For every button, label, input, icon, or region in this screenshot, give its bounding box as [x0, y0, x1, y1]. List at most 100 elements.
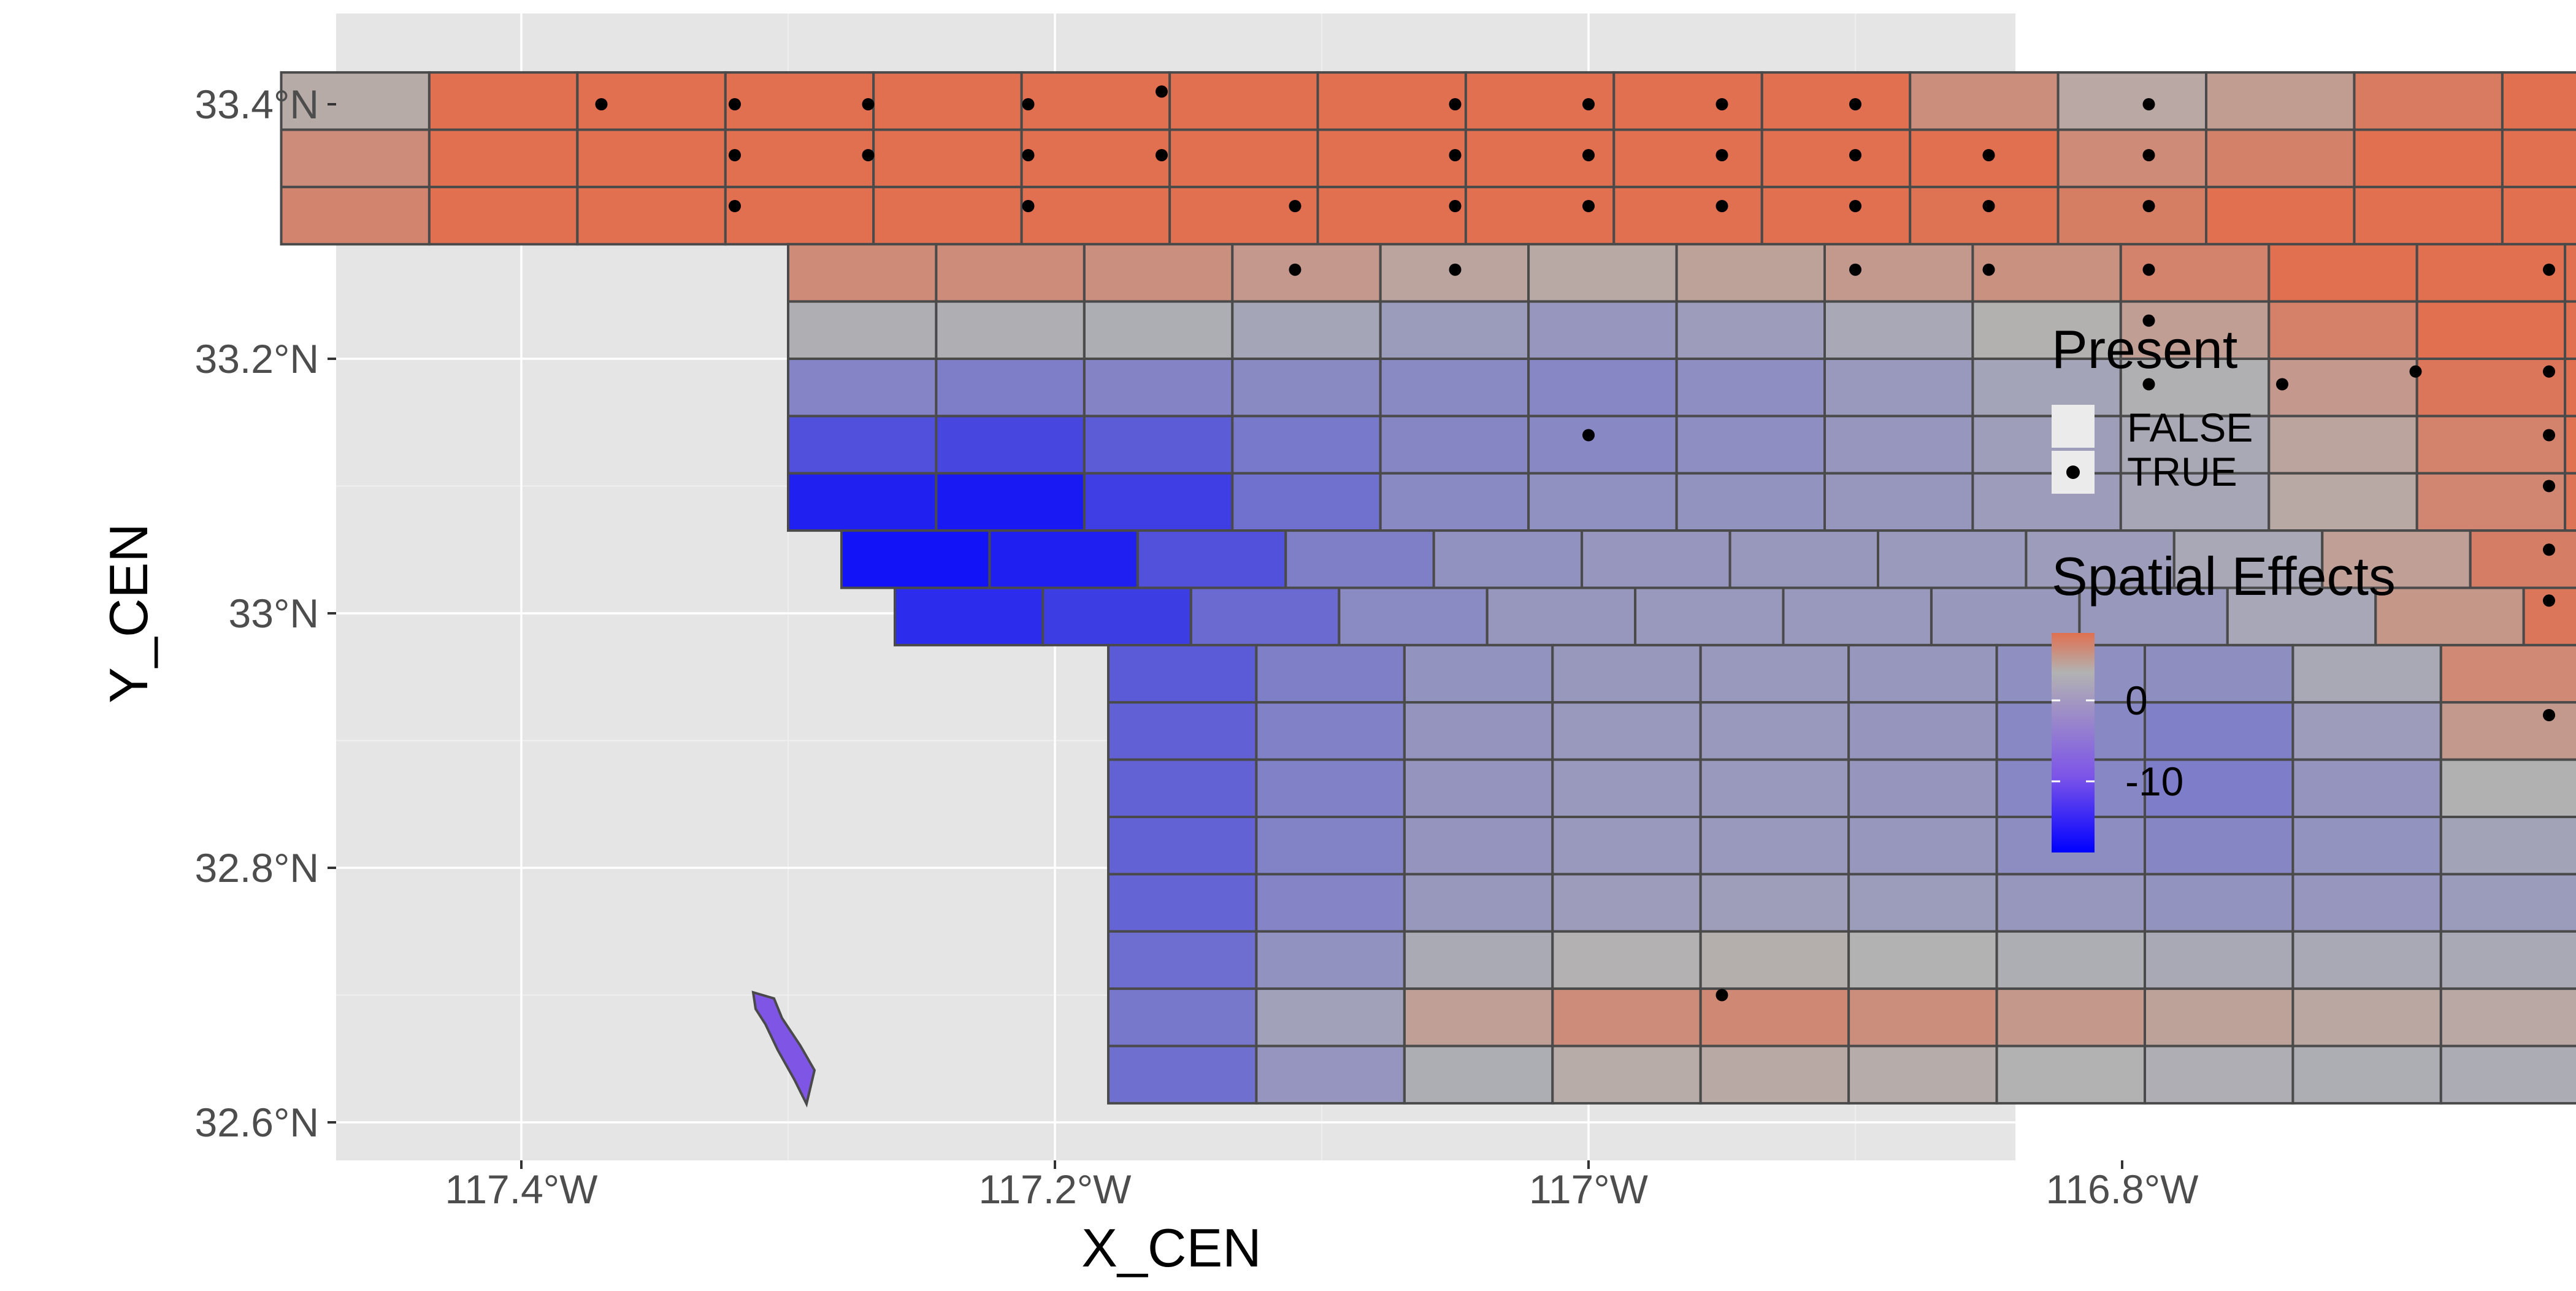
- spatial-effect-cell: [1677, 416, 1825, 473]
- present-point: [729, 98, 741, 110]
- present-point: [1716, 149, 1728, 161]
- spatial-effect-cell: [1381, 359, 1528, 416]
- present-point: [2143, 149, 2155, 161]
- y-axis-title: Y_CEN: [98, 523, 159, 703]
- spatial-effect-cell: [989, 531, 1137, 588]
- spatial-effect-cell: [1635, 588, 1783, 645]
- spatial-effect-cell: [2293, 702, 2440, 759]
- spatial-effect-cell: [1108, 1046, 1256, 1103]
- spatial-effect-cell: [936, 302, 1084, 359]
- spatial-effect-cell: [1405, 874, 1552, 931]
- spatial-effect-cell: [2565, 359, 2576, 416]
- spatial-effect-cell: [788, 244, 936, 301]
- spatial-effect-cell: [2058, 72, 2206, 129]
- present-point: [1849, 264, 1861, 276]
- present-point: [2543, 709, 2555, 721]
- present-point: [2543, 594, 2555, 607]
- spatial-effect-cell: [936, 244, 1084, 301]
- present-point: [2276, 378, 2288, 391]
- spatial-effect-cell: [2417, 302, 2565, 359]
- spatial-effect-cell: [1434, 531, 1582, 588]
- spatial-effect-cell: [2058, 187, 2206, 244]
- spatial-effect-cell: [1825, 473, 1972, 531]
- spatial-effect-cell: [1170, 187, 1317, 244]
- y-tick-label: 33.4°N: [194, 82, 319, 127]
- spatial-effect-cell: [1084, 302, 1232, 359]
- spatial-effect-cell: [1022, 72, 1170, 129]
- spatial-effect-cell: [788, 302, 936, 359]
- spatial-effect-cell: [2441, 1046, 2576, 1103]
- spatial-effect-cell: [1318, 187, 1466, 244]
- spatial-effect-cell: [1762, 130, 1910, 187]
- present-point: [1983, 264, 1995, 276]
- spatial-effect-cell: [1256, 817, 1404, 874]
- spatial-effect-cell: [1552, 760, 1700, 817]
- spatial-effect-cell: [2269, 416, 2417, 473]
- spatial-effect-cell: [895, 588, 1043, 645]
- spatial-effect-cell: [2565, 416, 2576, 473]
- spatial-effect-cell: [1701, 932, 1849, 989]
- spatial-effect-cell: [1232, 244, 1380, 301]
- y-tick-label: 32.8°N: [194, 845, 319, 891]
- spatial-effect-cell: [1528, 473, 1676, 531]
- spatial-effect-cell: [2269, 473, 2417, 531]
- x-tick-label: 117.4°W: [445, 1166, 599, 1212]
- spatial-effect-cell: [2565, 473, 2576, 531]
- spatial-effect-cell: [2293, 874, 2440, 931]
- spatial-effect-cell: [2355, 187, 2502, 244]
- spatial-effect-cell: [726, 72, 873, 129]
- spatial-effect-cell: [2269, 244, 2417, 301]
- spatial-effect-cell: [1256, 989, 1404, 1046]
- legend-colorbar-label-neg10: -10: [2125, 759, 2183, 804]
- spatial-effect-cell: [1487, 588, 1635, 645]
- spatial-effect-cell: [1762, 72, 1910, 129]
- present-point: [1582, 429, 1595, 442]
- spatial-effect-cell: [1170, 72, 1317, 129]
- y-tick-label: 33.2°N: [194, 336, 319, 381]
- present-point: [1582, 149, 1595, 161]
- spatial-effect-cell: [1552, 817, 1700, 874]
- spatial-effect-cell: [1997, 874, 2145, 931]
- spatial-effect-cell: [2145, 932, 2293, 989]
- spatial-effect-cell: [1256, 1046, 1404, 1103]
- spatial-effect-cell: [1405, 760, 1552, 817]
- present-point: [2143, 378, 2155, 391]
- spatial-effect-cell: [1849, 1046, 1996, 1103]
- spatial-effect-cell: [1552, 702, 1700, 759]
- present-point: [1716, 98, 1728, 110]
- spatial-effect-cell: [2565, 244, 2576, 301]
- spatial-effect-cell: [1084, 416, 1232, 473]
- spatial-effect-cell: [2145, 874, 2293, 931]
- spatial-effect-cell: [873, 130, 1021, 187]
- present-point: [1849, 98, 1861, 110]
- spatial-effect-cell: [1232, 473, 1380, 531]
- spatial-effect-cell: [1701, 817, 1849, 874]
- spatial-effect-cell: [2058, 130, 2206, 187]
- present-point: [1849, 149, 1861, 161]
- spatial-effect-cell: [1997, 1046, 2145, 1103]
- present-point: [2543, 543, 2555, 556]
- x-axis-title: X_CEN: [1081, 1217, 1261, 1278]
- spatial-effect-cell: [2206, 187, 2354, 244]
- present-point: [1716, 200, 1728, 212]
- spatial-effect-cell: [2441, 932, 2576, 989]
- spatial-effect-cell: [2121, 244, 2269, 301]
- spatial-effect-cell: [1849, 874, 1996, 931]
- present-point: [2543, 366, 2555, 378]
- spatial-effect-cell: [1825, 416, 1972, 473]
- spatial-effect-cell: [1318, 72, 1466, 129]
- spatial-effect-cell: [282, 187, 429, 244]
- present-point: [1449, 264, 1462, 276]
- spatial-effect-cell: [2293, 932, 2440, 989]
- present-point: [862, 149, 875, 161]
- present-point: [1449, 149, 1462, 161]
- spatial-effect-cell: [1910, 72, 2058, 129]
- spatial-effect-cell: [936, 416, 1084, 473]
- spatial-effect-cell: [841, 531, 989, 588]
- spatial-effect-cell: [2502, 72, 2576, 129]
- spatial-effect-cell: [1528, 244, 1676, 301]
- spatial-effect-cell: [1191, 588, 1339, 645]
- spatial-effect-cell: [1339, 588, 1487, 645]
- spatial-effect-cell: [1849, 932, 1996, 989]
- spatial-effect-cell: [936, 359, 1084, 416]
